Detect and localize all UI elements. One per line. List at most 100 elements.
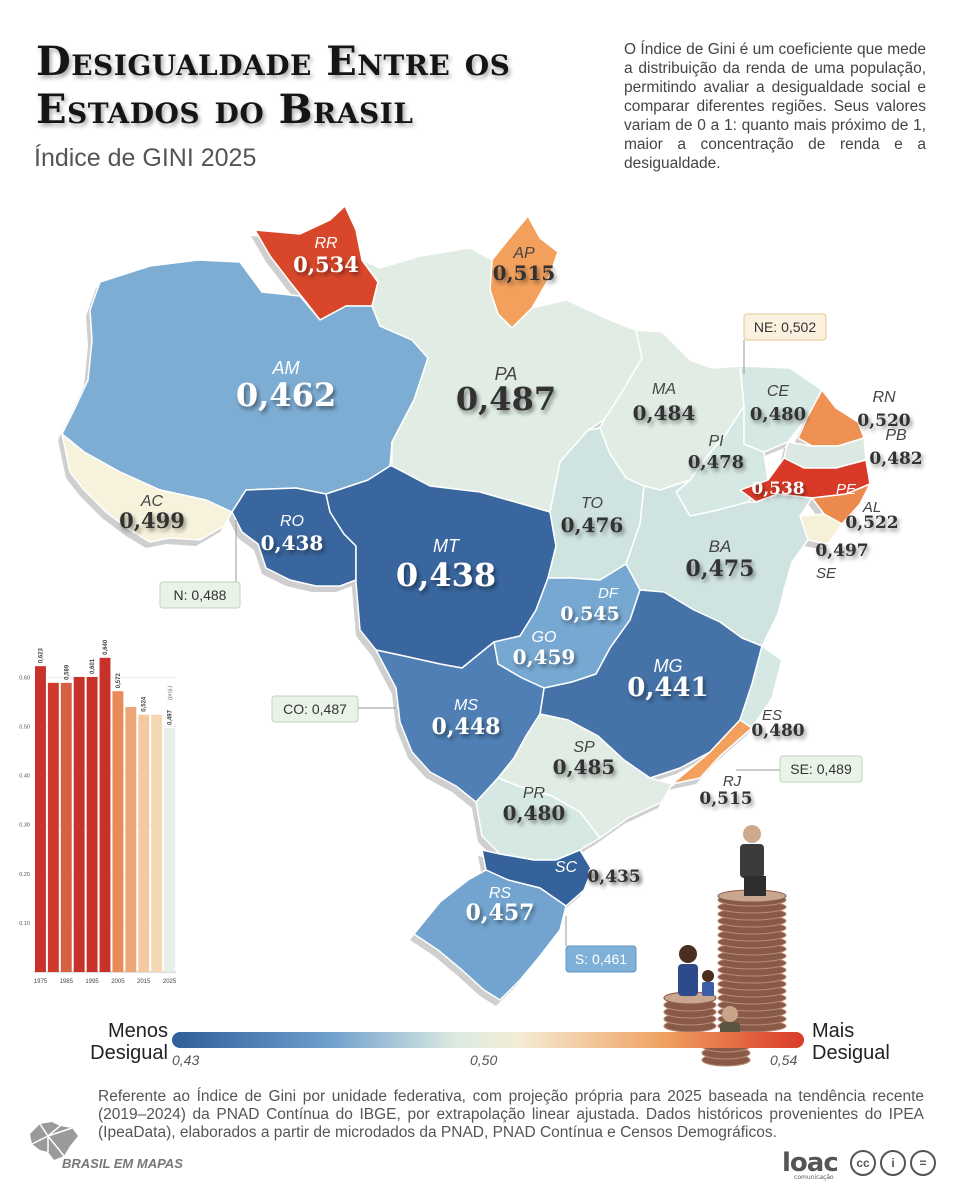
state-code-pi: PI (708, 433, 724, 450)
chart-data-label: 0,589 (64, 664, 70, 680)
state-code-ce: CE (767, 383, 790, 400)
region-badge-co (271, 695, 359, 723)
chart-x-tick: 1975 (34, 979, 48, 985)
region-label-co: CO: 0,487 (283, 701, 347, 717)
source-footnote: Referente ao Índice de Gini por unidade … (98, 1088, 924, 1141)
state-value-sc: 0,435 (587, 867, 640, 887)
partner-name: loac (782, 1148, 839, 1178)
state-value-sp: 0,485 (553, 755, 616, 779)
chart-x-tick: 2025 (163, 979, 177, 985)
state-code-mt: MT (433, 536, 461, 556)
region-callouts: NE: 0,502 N: 0,488 CO: 0,487 SE: 0,489 S: 0,… (159, 313, 863, 973)
state-value-ce: 0,480 (750, 404, 806, 425)
chart-x-tick: 2005 (111, 979, 125, 985)
state-code-pe: PE (836, 481, 857, 498)
state-value-rn: 0,520 (857, 411, 910, 431)
state-value-pe: 0,538 (751, 479, 804, 499)
state-rs (413, 869, 567, 1001)
state-code-df: DF (598, 585, 619, 602)
region-badge-s (565, 945, 637, 973)
state-value-rr: 0,534 (293, 252, 359, 277)
legend-tick-high: 0,54 (770, 1052, 798, 1068)
state-value-am: 0,462 (236, 376, 336, 414)
state-code-pa: PA (495, 364, 518, 384)
state-value-to: 0,476 (561, 513, 624, 537)
legend-high-label: Mais Desigual (812, 1020, 890, 1064)
region-label-se: SE: 0,489 (790, 761, 852, 777)
chart-data-label: 0,572 (116, 673, 122, 689)
coin-stacks-illustration (663, 825, 787, 1067)
no-derivatives-icon: = (910, 1150, 936, 1176)
state-code-ba: BA (709, 537, 732, 556)
chart-y-tick: 0.40 (19, 774, 30, 780)
state-code-am: AM (272, 358, 300, 378)
state-code-pb: PB (885, 427, 907, 444)
chart-data-label: 0,524 (142, 696, 148, 712)
state-code-sc: SC (555, 859, 578, 876)
state-value-sc: 0,435 (587, 865, 640, 885)
chart-y-tick: 0.60 (19, 675, 30, 681)
brand-name: BRASIL EM MAPAS (62, 1156, 183, 1171)
state-value-rs: 0,457 (466, 900, 535, 926)
state-code-rr: RR (314, 235, 338, 252)
partner-logo: loac comunicação (782, 1148, 839, 1181)
chart-x-tick: 2015 (137, 979, 151, 985)
chart-data-label: 0,640 (103, 640, 109, 655)
page-title: Desigualdade Entre os Estados do Brasil (36, 38, 511, 133)
state-code-ac: AC (140, 493, 164, 510)
state-value-ac: 0,499 (119, 508, 185, 533)
chart-annotation: (proj.) (168, 685, 174, 700)
state-value-ba: 0,475 (686, 556, 755, 582)
state-code-ms: MS (454, 697, 478, 714)
chart-x-tick: 1995 (85, 979, 99, 985)
chart-bar (35, 666, 46, 972)
region-badge-n (159, 581, 241, 609)
state-value-mg: 0,441 (627, 673, 708, 703)
state-value-se: 0,497 (815, 541, 868, 561)
page-subtitle: Índice de GINI 2025 (34, 144, 257, 172)
state-code-es: ES (762, 707, 782, 724)
state-value-rj: 0,515 (699, 789, 752, 809)
state-value-ms: 0,448 (432, 714, 501, 740)
state-pr (475, 777, 601, 861)
region-badge-ne (743, 313, 827, 341)
legend-tick-low: 0,43 (172, 1052, 200, 1068)
state-code-al: AL (862, 499, 881, 516)
state-code-ma: MA (652, 381, 676, 398)
states-layer (61, 205, 871, 1001)
chart-y-tick: 0.10 (19, 921, 30, 927)
chart-bar (73, 676, 85, 972)
state-value-ap: 0,515 (493, 261, 556, 285)
chart-data-label: 0,497 (168, 709, 174, 725)
chart-bar (125, 706, 137, 972)
state-value-pb: 0,482 (869, 449, 922, 469)
state-value-ro: 0,438 (261, 531, 324, 555)
state-code-pr: PR (523, 785, 546, 802)
state-rj (671, 719, 753, 785)
description-text: O Índice de Gini é um coeficiente que me… (624, 41, 926, 172)
state-code-rj: RJ (723, 773, 742, 790)
chart-y-tick: 0.50 (19, 725, 30, 731)
historical-gini-chart: 0.60 0.50 0.40 0.30 0.20 0.10 0,623 0,589 0,601 0… (19, 640, 177, 985)
state-value-df: 0,545 (560, 603, 620, 625)
chart-bar (47, 682, 59, 972)
state-value-pa: 0,487 (456, 380, 556, 418)
state-value-go: 0,459 (513, 645, 576, 669)
chart-data-label: 0,601 (90, 658, 96, 674)
chart-bar (164, 728, 175, 972)
region-badge-se (779, 755, 863, 783)
state-sp (497, 713, 673, 839)
cc-icon: cc (850, 1150, 876, 1176)
state-code-ro: RO (280, 513, 304, 530)
state-code-to: TO (581, 495, 603, 512)
color-scale-bar (172, 1032, 804, 1048)
chart-bar (99, 657, 111, 972)
chart-x-tick: 1985 (60, 979, 74, 985)
region-label-ne: NE: 0,502 (754, 319, 816, 335)
state-code-rn: RN (872, 389, 896, 406)
region-label-n: N: 0,488 (174, 587, 227, 603)
partner-subtitle: comunicação (794, 1174, 834, 1181)
chart-data-label: 0,623 (38, 647, 44, 663)
